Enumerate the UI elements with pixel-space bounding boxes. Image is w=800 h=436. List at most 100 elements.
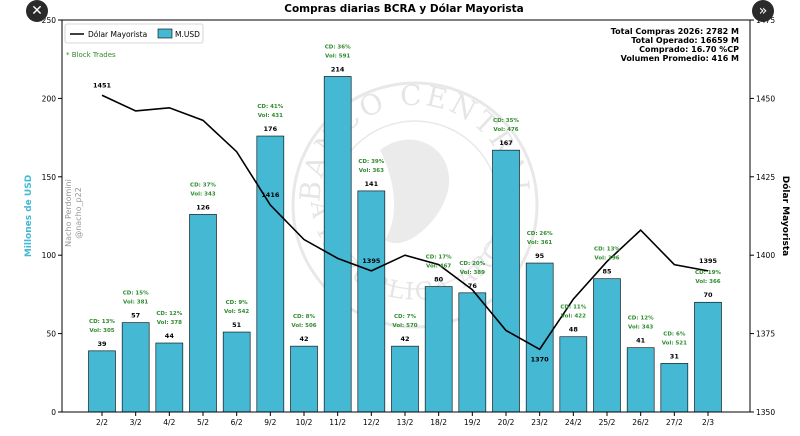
y-tick-label: 100 <box>42 251 57 260</box>
bar <box>222 331 251 413</box>
bar <box>155 342 184 413</box>
bar-vol-annotation: Vol: 396 <box>594 256 619 262</box>
bar-value-label: 44 <box>165 332 175 340</box>
bar-cd-annotation: CD: 37% <box>190 182 216 188</box>
bar-vol-annotation: Vol: 431 <box>258 113 283 119</box>
bar-vol-annotation: Vol: 476 <box>493 127 518 133</box>
x-tick-label: 3/2 <box>130 418 142 427</box>
bar-vol-annotation: Vol: 389 <box>460 270 485 276</box>
close-icon: ✕ <box>31 3 43 19</box>
bar-value-label: 48 <box>569 326 579 334</box>
plot-frame <box>61 19 751 413</box>
y2-tick-label: 1400 <box>756 251 775 260</box>
summary-box: Total Compras 2026: 2782 M Total Operado… <box>611 27 739 63</box>
bar-value-label: 57 <box>131 312 140 320</box>
legend: Dólar Mayorista M.USD <box>64 23 204 44</box>
bar-vol-annotation: Vol: 542 <box>224 309 249 315</box>
bar-cd-annotation: CD: 8% <box>293 314 316 320</box>
bar-vol-annotation: Vol: 381 <box>123 300 148 306</box>
bar <box>424 286 453 413</box>
y-axis-label: Millones de USD <box>24 175 34 257</box>
y2-tick-label: 1350 <box>756 408 775 417</box>
next-button[interactable]: » <box>752 0 774 22</box>
bar-value-label: 141 <box>365 180 379 188</box>
bar-vol-annotation: Vol: 305 <box>89 328 114 334</box>
bar-value-label: 176 <box>264 125 278 133</box>
bar <box>121 322 150 413</box>
bar-value-label: 76 <box>468 282 478 290</box>
bar-cd-annotation: CD: 20% <box>459 261 485 267</box>
dolar-line <box>101 94 709 351</box>
bar-vol-annotation: Vol: 591 <box>325 53 350 59</box>
credit-handle: @nacho_p22 <box>74 187 83 239</box>
y-tick-label: 250 <box>42 16 57 25</box>
y-tick-label: 200 <box>42 94 57 103</box>
bar-value-label: 31 <box>670 352 680 360</box>
bar-value-label: 51 <box>232 321 242 329</box>
bar-vol-annotation: Vol: 378 <box>157 320 182 326</box>
line-value-label: 1395 <box>699 257 718 265</box>
x-tick-label: 25/2 <box>599 418 616 427</box>
y2-tick-label: 1450 <box>756 94 775 103</box>
line-value-label: 1370 <box>531 355 550 363</box>
summary-line-1: Total Compras 2026: 2782 M <box>611 27 739 36</box>
bar <box>626 347 655 413</box>
summary-line-3: Comprado: 16.70 %CP <box>639 45 739 54</box>
y-tick-label: 0 <box>51 408 56 417</box>
y2-tick-label: 1375 <box>756 330 775 339</box>
bar-vol-annotation: Vol: 422 <box>561 314 586 320</box>
bar-cd-annotation: CD: 11% <box>560 305 586 311</box>
x-tick-label: 12/2 <box>363 418 380 427</box>
block-trades-note: * Block Trades <box>66 51 116 59</box>
bar-cd-annotation: CD: 19% <box>695 270 721 276</box>
bar-vol-annotation: Vol: 343 <box>190 191 215 197</box>
bar-value-label: 95 <box>535 252 545 260</box>
bar <box>694 301 722 413</box>
bar-cd-annotation: CD: 12% <box>156 311 182 317</box>
x-tick-label: 13/2 <box>397 418 414 427</box>
bar <box>189 214 217 413</box>
bar-value-label: 70 <box>703 291 713 299</box>
y2-tick-label: 1425 <box>756 173 775 182</box>
bar-value-label: 214 <box>331 65 345 73</box>
bar-cd-annotation: CD: 6% <box>663 331 686 337</box>
bar-vol-annotation: Vol: 366 <box>695 279 720 285</box>
bar <box>492 149 520 413</box>
bar-value-label: 80 <box>434 276 444 284</box>
x-tick-label: 9/2 <box>264 418 276 427</box>
line-value-label: 1451 <box>93 81 112 89</box>
bar-vol-annotation: Vol: 343 <box>628 325 653 331</box>
bar-vol-annotation: Vol: 521 <box>662 340 687 346</box>
bar-cd-annotation: CD: 13% <box>594 247 620 253</box>
bar-cd-annotation: CD: 7% <box>394 314 417 320</box>
bar-cd-annotation: CD: 17% <box>426 255 452 261</box>
credit-name: Nacho Perdomini <box>64 179 73 247</box>
x-tick-label: 24/2 <box>565 418 582 427</box>
x-tick-label: 18/2 <box>430 418 447 427</box>
bar-cd-annotation: CD: 41% <box>257 104 283 110</box>
x-tick-label: 4/2 <box>163 418 175 427</box>
x-tick-label: 20/2 <box>498 418 515 427</box>
close-button[interactable]: ✕ <box>26 0 48 22</box>
line-value-label: 1395 <box>362 257 381 265</box>
bar <box>458 292 487 413</box>
summary-line-2: Total Operado: 16659 M <box>631 36 739 45</box>
bar-cd-annotation: CD: 13% <box>89 319 115 325</box>
bar <box>525 262 554 413</box>
x-tick-label: 27/2 <box>666 418 683 427</box>
y-tick-label: 50 <box>46 330 56 339</box>
bar-vol-annotation: Vol: 363 <box>359 168 384 174</box>
bar-value-label: 42 <box>299 335 308 343</box>
bar-vol-annotation: Vol: 570 <box>392 323 417 329</box>
legend-label-musd: M.USD <box>175 30 200 39</box>
y2-axis-label: Dólar Mayorista <box>780 176 791 256</box>
bar <box>256 135 285 413</box>
bar-vol-annotation: Vol: 506 <box>291 323 316 329</box>
bar <box>593 278 621 413</box>
bar-vol-annotation: Vol: 361 <box>527 240 552 246</box>
bar-cd-annotation: CD: 36% <box>325 44 351 50</box>
bar-cd-annotation: CD: 12% <box>628 316 654 322</box>
bar <box>660 363 689 413</box>
bar-cd-annotation: CD: 9% <box>226 300 249 306</box>
